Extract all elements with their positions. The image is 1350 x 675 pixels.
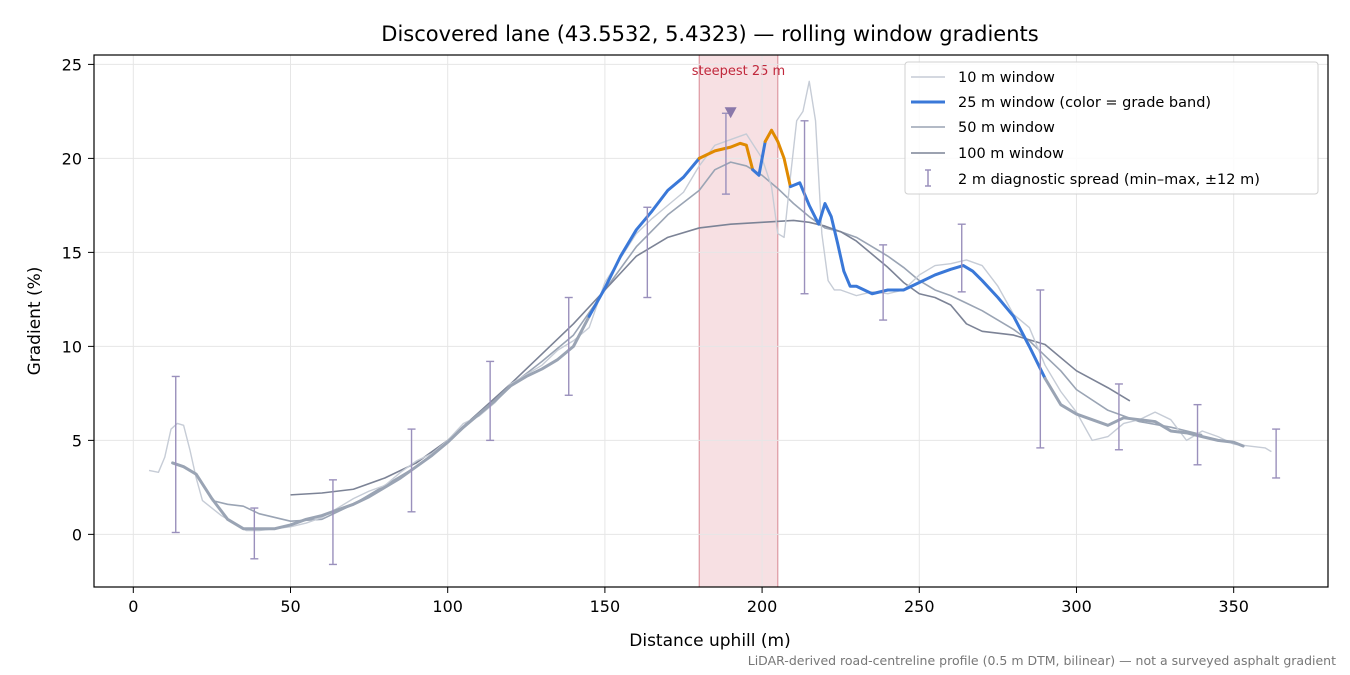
series-line-50m: [211, 161, 1203, 523]
legend-label-100m: 100 m window: [958, 146, 1064, 162]
x-tick-label: 0: [128, 597, 138, 616]
legend-swatch-errorbar: [925, 169, 931, 187]
series-line-25m-steep: [697, 141, 755, 172]
series-line-25m-moderate: [751, 139, 767, 177]
legend-label-errorbar: 2 m diagnostic spread (min–max, ±12 m): [958, 172, 1260, 188]
steepest-window-label: steepest 25 m: [692, 64, 785, 79]
steepest-marker-layer: [724, 107, 737, 119]
legend-box: [904, 61, 1319, 195]
legend: 10 m window 25 m window (color = grade b…: [904, 61, 1319, 195]
x-axis-label: Distance uphill (m): [629, 631, 790, 651]
steepest-window-highlight: steepest 25 m: [692, 54, 785, 588]
x-tick-label: 250: [904, 597, 935, 616]
chart-title: Discovered lane (43.5532, 5.4323) — roll…: [381, 22, 1038, 46]
errorbar: [407, 428, 416, 513]
series-line-25m-moderate: [788, 181, 1047, 380]
errorbar: [328, 479, 337, 566]
legend-label-10m: 10 m window: [958, 70, 1055, 86]
y-tick-label: 15: [62, 243, 82, 262]
y-axis: 0 5 10 15 20 25: [62, 55, 94, 544]
series-line-25m-moderate: [587, 156, 701, 318]
footnote: LiDAR-derived road-centreline profile (0…: [748, 653, 1336, 668]
errorbar: [879, 244, 888, 321]
errorbar: [1193, 403, 1202, 466]
series-line-25m-flat: [1043, 376, 1245, 448]
steepest-point-marker: [724, 107, 737, 119]
diagnostic-errorbars: [171, 112, 1281, 566]
series-lines: [148, 80, 1272, 532]
errorbar: [800, 120, 809, 295]
x-tick-label: 350: [1218, 597, 1249, 616]
errorbar: [486, 360, 495, 442]
x-tick-label: 200: [747, 597, 778, 616]
x-axis: 0 50 100 150 200 250 300 350: [128, 587, 1249, 616]
legend-label-50m: 50 m window: [958, 120, 1055, 136]
errorbar: [957, 223, 966, 293]
y-tick-label: 0: [72, 525, 82, 544]
y-tick-label: 10: [62, 337, 82, 356]
y-tick-label: 5: [72, 431, 82, 450]
x-tick-label: 100: [432, 597, 463, 616]
errorbar: [1272, 428, 1281, 479]
errorbar: [1114, 383, 1123, 451]
y-tick-label: 25: [62, 55, 82, 74]
series-line-25m-steep: [763, 128, 792, 189]
legend-label-25m: 25 m window (color = grade band): [958, 95, 1211, 111]
x-tick-label: 300: [1061, 597, 1092, 616]
series-line-25m-flat: [171, 314, 591, 531]
plot-frame: [93, 54, 1329, 588]
x-tick-label: 50: [280, 597, 300, 616]
x-tick-label: 150: [590, 597, 621, 616]
steepest-window-band: [698, 54, 779, 588]
y-axis-label: Gradient (%): [25, 267, 45, 376]
errorbar: [171, 375, 180, 534]
errorbar: [564, 296, 573, 396]
errorbar: [1036, 289, 1045, 449]
errorbar: [250, 507, 259, 560]
y-tick-label: 20: [62, 149, 82, 168]
errorbar: [643, 206, 652, 299]
